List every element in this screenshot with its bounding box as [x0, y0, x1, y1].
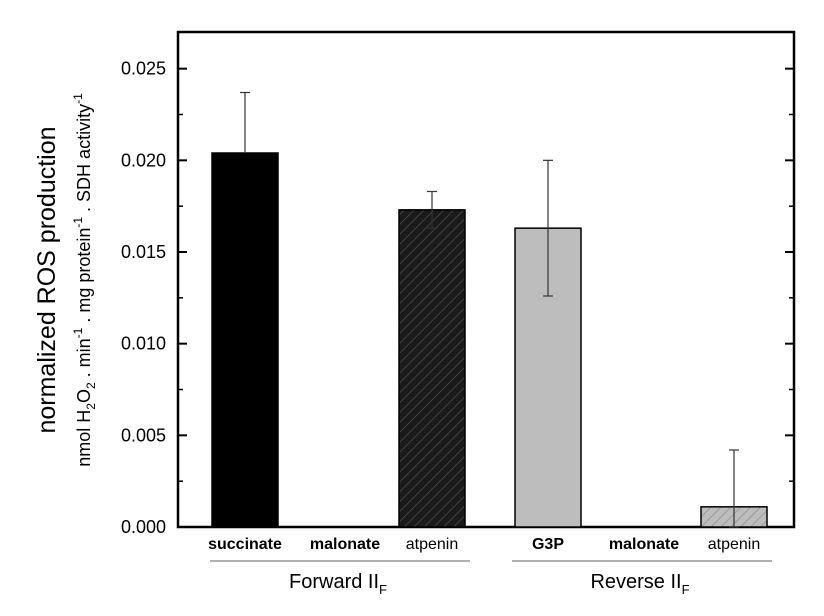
category-label: succinate: [208, 536, 282, 553]
y-tick-label: 0.015: [121, 242, 166, 262]
category-label: G3P: [532, 536, 564, 553]
y-tick-label: 0.025: [121, 59, 166, 79]
y-axis-title-units: nmol H2O2 . min-1 . mg protein-1 . SDH a…: [71, 93, 98, 467]
y-axis: 0.000 0.005 0.010 0.015 0.020 0.025: [121, 59, 794, 537]
bar-atpenin: [398, 209, 466, 528]
y-axis-title-main: normalized ROS production: [33, 126, 61, 433]
y-tick-label: 0.010: [121, 334, 166, 354]
y-tick-label: 0.005: [121, 425, 166, 445]
category-labels: succinate malonate atpenin G3P malonate atpen…: [208, 536, 760, 553]
category-label: atpenin: [708, 536, 761, 553]
y-tick-label: 0.020: [121, 150, 166, 170]
error-bars: [240, 91, 739, 528]
group-label-forward: Forward IIF: [289, 571, 387, 597]
y-tick-label: 0.000: [121, 517, 166, 537]
category-label: malonate: [609, 536, 679, 553]
category-label: atpenin: [406, 536, 459, 553]
plot-frame: [176, 30, 796, 529]
bar-series: [211, 152, 768, 528]
bar-succinate: [211, 152, 279, 528]
group-label-reverse: Reverse IIF: [590, 571, 689, 597]
category-label: malonate: [310, 536, 380, 553]
